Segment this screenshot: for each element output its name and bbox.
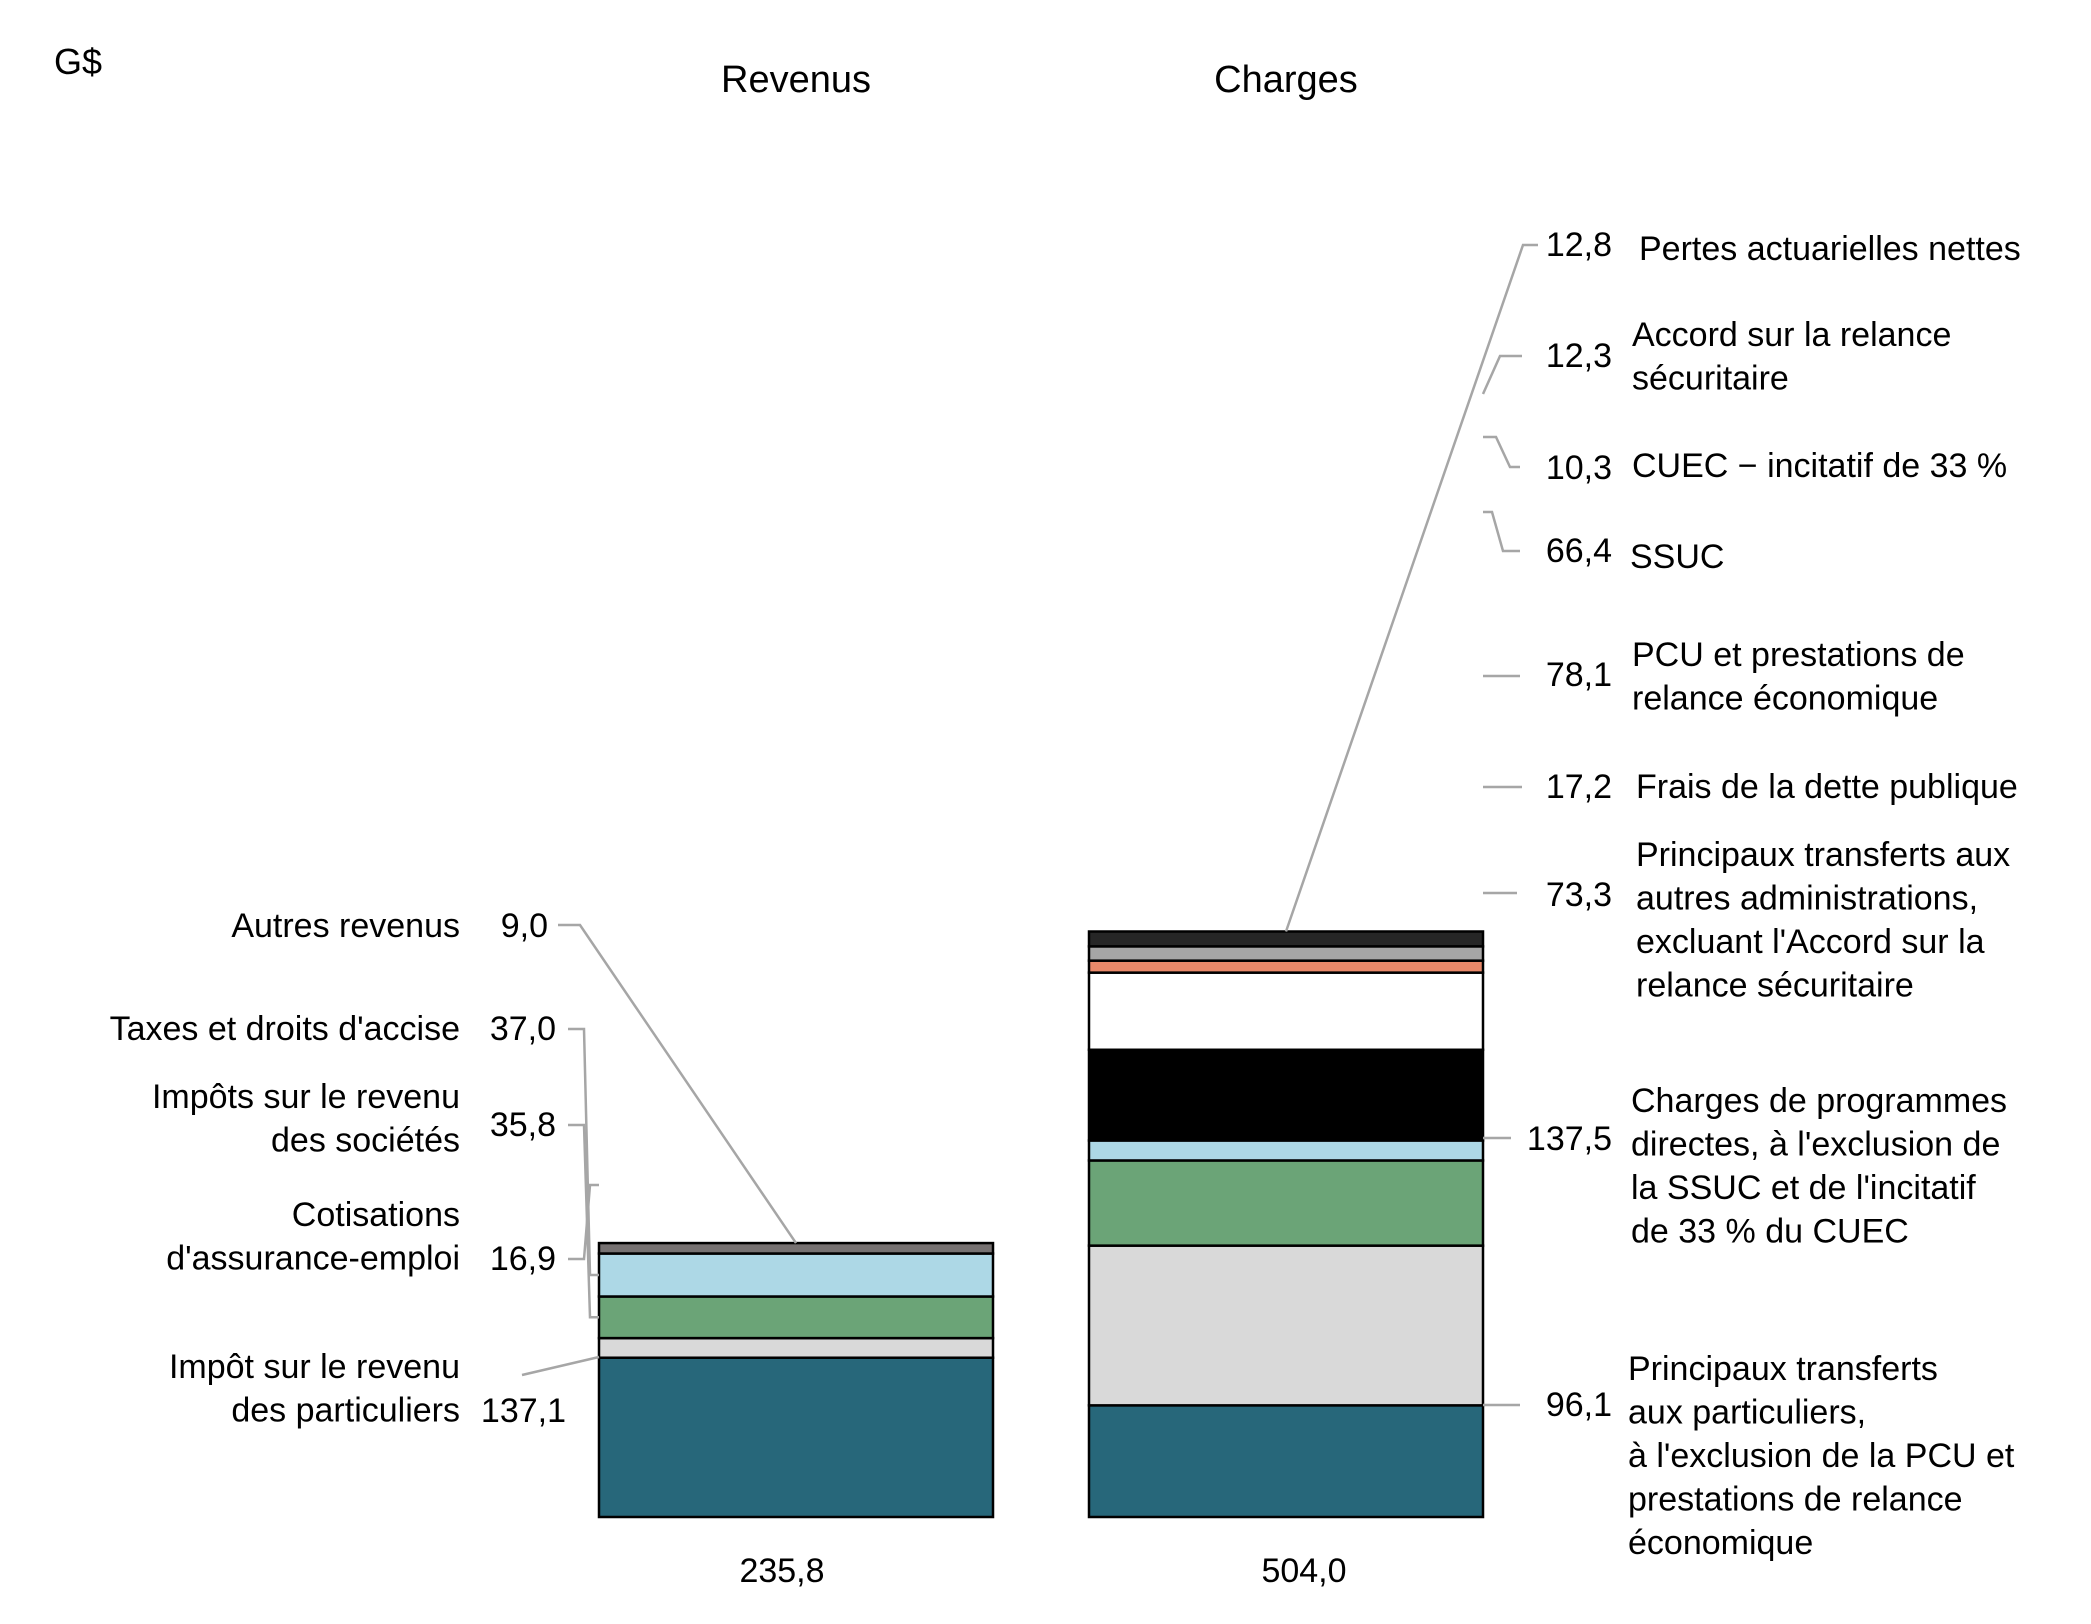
charges-label-charges-de-programmes-directes-a-l-exclusion-de-la-ssuc-et-de-l-incitatif-de-33-du-cuec-line: la SSUC et de l'incitatif [1631, 1169, 1976, 1207]
charges-label-accord-sur-la-relance-securitaire-line: sécuritaire [1632, 360, 1789, 398]
leader-charges-ssuc [1483, 510, 1520, 553]
revenus-label-cotisations-d-assurance-emploi: Cotisations d'assurance-emploi [166, 1196, 460, 1278]
charges-label-principaux-transferts-aux-autres-administrations-excluant-l-accord-sur-la-relance-securitaire-line: relance sécuritaire [1636, 967, 1914, 1005]
charges-value-cuec-incitatif-de-33: 10,3 [1546, 449, 1612, 487]
charges-label-pertes-actuarielles-nettes-line: Pertes actuarielles nettes [1639, 230, 2021, 268]
bar-segment-charges-frais-de-la-dette-publique [1087, 1139, 1485, 1162]
charges-value-principaux-transferts-aux-particuliers-a-l-exclusion-de-la-pcu-et-prestations-de-relance-economique: 96,1 [1546, 1386, 1612, 1424]
charges-value-principaux-transferts-aux-autres-administrations-excluant-l-accord-sur-la-relance-securitaire: 73,3 [1546, 876, 1612, 914]
charges-label-pcu-et-prestations-de-relance-economique-line: PCU et prestations de [1632, 636, 1965, 674]
leader-revenus-taxes-et-droits-d-accise [568, 1027, 599, 1277]
revenus-label-taxes-et-droits-d-accise: Taxes et droits d'accise [110, 1010, 460, 1048]
revenus-label-cotisations-d-assurance-emploi-line: Cotisations [292, 1196, 460, 1234]
charges-label-principaux-transferts-aux-autres-administrations-excluant-l-accord-sur-la-relance-securitaire-line: autres administrations, [1636, 880, 1978, 918]
revenus-value-impot-sur-le-revenu-des-particuliers: 137,1 [481, 1392, 566, 1430]
column-title-revenus: Revenus [721, 59, 871, 101]
bar-segment-revenus-impots-sur-le-revenu-des-societes [597, 1295, 995, 1340]
charges-label-principaux-transferts-aux-autres-administrations-excluant-l-accord-sur-la-relance-securitaire: Principaux transferts aux autres administ… [1636, 836, 2010, 1005]
revenus-label-impot-sur-le-revenu-des-particuliers-line: Impôt sur le revenu [169, 1348, 460, 1386]
unit-label: G$ [54, 41, 102, 82]
revenus-value-taxes-et-droits-d-accise: 37,0 [490, 1010, 556, 1048]
charges-label-charges-de-programmes-directes-a-l-exclusion-de-la-ssuc-et-de-l-incitatif-de-33-du-cuec: Charges de programmes directes, à l'exclu… [1631, 1082, 2007, 1251]
bar-segment-charges-pertes-actuarielles-nettes [1087, 930, 1485, 948]
leader-charges-accord-sur-la-relance-securitaire [1481, 354, 1522, 395]
leader-lines [521, 243, 1538, 1407]
revenus-label-impots-sur-le-revenu-des-societes-line: Impôts sur le revenu [152, 1078, 460, 1116]
leader-revenus-impot-sur-le-revenu-des-particuliers [521, 1355, 600, 1377]
charges-label-principaux-transferts-aux-particuliers-a-l-exclusion-de-la-pcu-et-prestations-de-relance-economique: Principaux transferts aux particuliers, à … [1628, 1350, 2015, 1562]
charges-label-pcu-et-prestations-de-relance-economique: PCU et prestations de relance économique [1632, 636, 1965, 718]
total-label-charges: 504,0 [1261, 1552, 1346, 1590]
revenus-label-cotisations-d-assurance-emploi-line: d'assurance-emploi [166, 1240, 460, 1278]
charges-label-charges-de-programmes-directes-a-l-exclusion-de-la-ssuc-et-de-l-incitatif-de-33-du-cuec-line: de 33 % du CUEC [1631, 1213, 1909, 1251]
charges-label-charges-de-programmes-directes-a-l-exclusion-de-la-ssuc-et-de-l-incitatif-de-33-du-cuec-line: Charges de programmes [1631, 1082, 2007, 1120]
charges-label-cuec-incitatif-de-33: CUEC − incitatif de 33 % [1632, 447, 2007, 485]
revenus-label-taxes-et-droits-d-accise-line: Taxes et droits d'accise [110, 1010, 460, 1048]
charges-label-pcu-et-prestations-de-relance-economique-line: relance économique [1632, 680, 1938, 718]
charges-label-principaux-transferts-aux-particuliers-a-l-exclusion-de-la-pcu-et-prestations-de-relance-economique-line: aux particuliers, [1628, 1394, 1866, 1432]
bar-stack-revenus [597, 1241, 995, 1519]
charges-label-principaux-transferts-aux-autres-administrations-excluant-l-accord-sur-la-relance-securitaire-line: Principaux transferts aux [1636, 836, 2010, 874]
revenus-label-autres-revenus-line: Autres revenus [231, 907, 460, 945]
charges-label-principaux-transferts-aux-particuliers-a-l-exclusion-de-la-pcu-et-prestations-de-relance-economique-line: Principaux transferts [1628, 1350, 1938, 1388]
charges-label-pertes-actuarielles-nettes: Pertes actuarielles nettes [1639, 230, 2021, 268]
bar-segment-charges-pcu-et-prestations-de-relance-economique [1087, 1048, 1485, 1142]
charges-value-ssuc: 66,4 [1546, 532, 1612, 570]
bar-segment-charges-principaux-transferts-aux-particuliers-a-l-exclusion-de-la-pcu-et-prestations-de-relance-economique [1087, 1404, 1485, 1519]
leader-revenus-autres-revenus [558, 923, 798, 1244]
bar-segment-charges-principaux-transferts-aux-autres-administrations-excluant-l-accord-sur-la-relance-securitaire [1087, 1159, 1485, 1247]
bar-segment-revenus-autres-revenus [597, 1241, 995, 1255]
revenus-label-impot-sur-le-revenu-des-particuliers: Impôt sur le revenu des particuliers [169, 1348, 460, 1430]
leader-charges-cuec-incitatif-de-33 [1483, 435, 1520, 469]
bar-segment-revenus-impot-sur-le-revenu-des-particuliers [597, 1356, 995, 1519]
charges-label-principaux-transferts-aux-particuliers-a-l-exclusion-de-la-pcu-et-prestations-de-relance-economique-line: à l'exclusion de la PCU et [1628, 1437, 2015, 1475]
bar-segment-charges-charges-de-programmes-directes-a-l-exclusion-de-la-ssuc-et-de-l-incitatif-de-33-du-cuec [1087, 1244, 1485, 1407]
leader-revenus-impots-sur-le-revenu-des-societes [568, 1123, 599, 1319]
charges-value-frais-de-la-dette-publique: 17,2 [1546, 768, 1612, 806]
revenus-label-impot-sur-le-revenu-des-particuliers-line: des particuliers [231, 1392, 460, 1430]
leader-revenus-cotisations-d-assurance-emploi [568, 1183, 599, 1261]
charges-value-pcu-et-prestations-de-relance-economique: 78,1 [1546, 656, 1612, 694]
charges-label-ssuc: SSUC [1630, 538, 1724, 576]
bar-segment-charges-accord-sur-la-relance-securitaire [1087, 945, 1485, 962]
charges-label-cuec-incitatif-de-33-line: CUEC − incitatif de 33 % [1632, 447, 2007, 485]
segment-labels: Impôt sur le revenu des particuliers 137,1… [110, 226, 2021, 1562]
bar-segment-charges-cuec-incitatif-de-33 [1087, 959, 1485, 974]
charges-label-principaux-transferts-aux-particuliers-a-l-exclusion-de-la-pcu-et-prestations-de-relance-economique-line: prestations de relance [1628, 1481, 1963, 1519]
charges-value-charges-de-programmes-directes-a-l-exclusion-de-la-ssuc-et-de-l-incitatif-de-33-du-cuec: 137,5 [1527, 1120, 1612, 1158]
bar-segment-charges-ssuc [1087, 971, 1485, 1052]
revenus-label-autres-revenus: Autres revenus [231, 907, 460, 945]
charges-label-frais-de-la-dette-publique: Frais de la dette publique [1636, 768, 2018, 806]
charges-label-principaux-transferts-aux-particuliers-a-l-exclusion-de-la-pcu-et-prestations-de-relance-economique-line: économique [1628, 1524, 1813, 1562]
revenus-value-autres-revenus: 9,0 [501, 907, 548, 945]
charges-label-ssuc-line: SSUC [1630, 538, 1724, 576]
bar-segment-revenus-cotisations-d-assurance-emploi [597, 1336, 995, 1359]
charges-label-principaux-transferts-aux-autres-administrations-excluant-l-accord-sur-la-relance-securitaire-line: excluant l'Accord sur la [1636, 923, 1985, 961]
column-title-charges: Charges [1214, 59, 1358, 101]
revenus-value-impots-sur-le-revenu-des-societes: 35,8 [490, 1106, 556, 1144]
charges-label-accord-sur-la-relance-securitaire-line: Accord sur la relance [1632, 316, 1951, 354]
charges-label-charges-de-programmes-directes-a-l-exclusion-de-la-ssuc-et-de-l-incitatif-de-33-du-cuec-line: directes, à l'exclusion de [1631, 1126, 2000, 1164]
charges-value-pertes-actuarielles-nettes: 12,8 [1546, 226, 1612, 264]
bar-segment-revenus-taxes-et-droits-d-accise [597, 1252, 995, 1298]
revenus-label-impots-sur-le-revenu-des-societes: Impôts sur le revenu des sociétés [152, 1078, 460, 1160]
charges-label-accord-sur-la-relance-securitaire: Accord sur la relance sécuritaire [1632, 316, 1951, 398]
revenus-label-impots-sur-le-revenu-des-societes-line: des sociétés [271, 1122, 460, 1160]
charges-label-frais-de-la-dette-publique-line: Frais de la dette publique [1636, 768, 2018, 806]
revenus-value-cotisations-d-assurance-emploi: 16,9 [490, 1240, 556, 1278]
charges-value-accord-sur-la-relance-securitaire: 12,3 [1546, 337, 1612, 375]
total-label-revenus: 235,8 [739, 1552, 824, 1590]
bar-stack-charges [1087, 930, 1485, 1519]
leader-charges-pertes-actuarielles-nettes [1284, 243, 1538, 932]
